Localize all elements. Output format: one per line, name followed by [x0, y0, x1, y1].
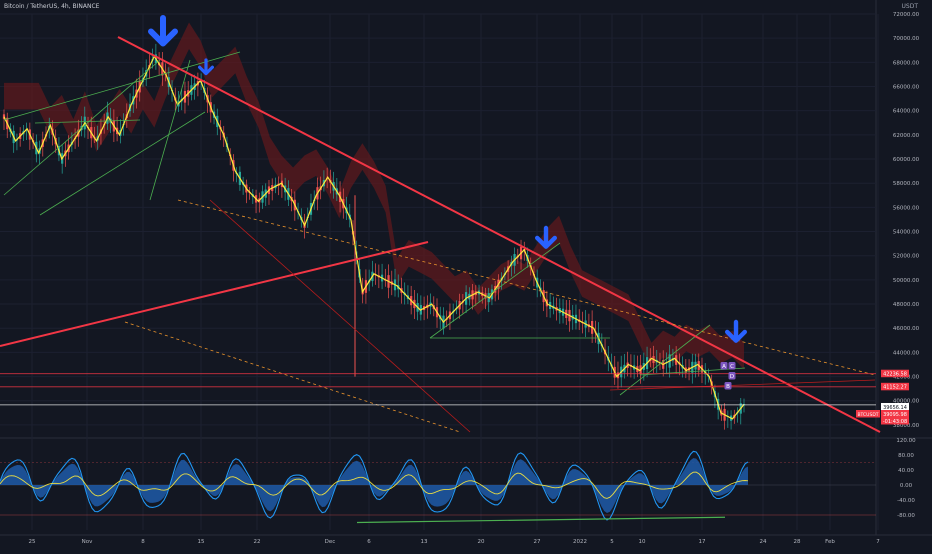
time-tick-label: 13 [421, 539, 428, 545]
osc-signal-line [0, 471, 749, 499]
symbol-tag [856, 410, 880, 418]
support-line [609, 379, 876, 391]
price-tick-label: 46000.00 [893, 326, 920, 332]
price-tick-label: 66000.00 [893, 85, 920, 91]
price-tick-label: 52000.00 [893, 254, 920, 260]
symbol-tag-label: BTCUSDT [857, 412, 878, 418]
oscillator [0, 450, 876, 524]
price-tick-label: 48000.00 [893, 302, 920, 308]
main-downtrend-line [117, 36, 881, 433]
time-tick-label: Dec [325, 539, 336, 545]
symbol-title: Bitcoin / TetherUS, 4h, BINANCE [4, 3, 100, 10]
price-tick-label: 68000.00 [893, 60, 920, 66]
time-tick-label: 28 [794, 539, 801, 545]
price-tick-label: 60000.00 [893, 157, 920, 163]
green-channels [3, 51, 746, 396]
price-tag [881, 403, 909, 411]
price-tag [881, 410, 909, 418]
channel-line [34, 119, 141, 124]
price-tick-label: 70000.00 [893, 36, 920, 42]
channel-line [429, 242, 561, 339]
time-tick-label: 15 [198, 539, 205, 545]
price-tag-label: 39656.14 [883, 405, 907, 411]
trend-lines [0, 36, 881, 433]
time-tick-label: 20 [478, 539, 485, 545]
pattern-badge-label: D [730, 374, 734, 380]
osc-axis: 120.00 80.00 40.00 0.00 -40.00 -80.00 [896, 438, 916, 519]
price-tag-label: 41152.27 [883, 385, 907, 391]
arrows [148, 15, 748, 343]
time-tick-label: Nov [82, 539, 93, 545]
down-arrow-icon [534, 225, 558, 249]
time-tick-label: 17 [699, 539, 706, 545]
price-tag-label: 39095.98 [883, 412, 907, 418]
pattern-annotations: A CDB [720, 362, 736, 390]
price-tag-label: -01:43:08 [883, 419, 907, 425]
time-tick-label: 5 [610, 539, 614, 545]
down-arrow-icon [724, 319, 748, 343]
price-tag [881, 382, 909, 391]
time-tick-label: 6 [367, 539, 371, 545]
divergence-line [356, 516, 726, 524]
time-tick-label: 22 [254, 539, 261, 545]
pattern-badge-label: C [730, 364, 734, 370]
down-arrow-icon [197, 58, 215, 76]
pattern-badge [728, 362, 736, 370]
price-tick-label: 40000.00 [893, 399, 920, 405]
osc-tick-label: 80.00 [898, 453, 914, 459]
rising-trend-line [0, 241, 429, 347]
dashed-channel-bottom [124, 321, 461, 433]
price-tick-label: 64000.00 [893, 109, 920, 115]
pattern-badge [720, 362, 728, 370]
time-tick-label: 24 [760, 539, 767, 545]
arrow-shape [197, 58, 215, 76]
price-tick-label: 58000.00 [893, 181, 920, 187]
time-tick-label: 7 [876, 539, 880, 545]
price-tick-label: 54000.00 [893, 230, 920, 236]
channel-line [39, 111, 206, 216]
currency-label: USDT [901, 3, 919, 10]
price-tick-label: 56000.00 [893, 205, 920, 211]
osc-wave-line [0, 450, 749, 521]
pattern-badge-label: A [722, 364, 726, 370]
price-tag-label: 42236.58 [883, 372, 907, 378]
price-tick-label: 62000.00 [893, 133, 920, 139]
time-tick-label: 27 [534, 539, 541, 545]
pattern-badge [728, 372, 736, 380]
price-tick-label: 50000.00 [893, 278, 920, 284]
time-tick-label: Feb [825, 539, 835, 545]
time-tick-label: 10 [639, 539, 646, 545]
time-axis: 25 Nov 8 15 22 Dec 6 13 20 27 2022 5 10 17 24 28 Feb 7 [29, 539, 881, 545]
osc-tick-label: 0.00 [900, 483, 913, 489]
time-tick-label: 25 [29, 539, 36, 545]
osc-tick-label: 40.00 [898, 468, 914, 474]
osc-tick-label: -80.00 [897, 513, 915, 519]
down-arrow-icon [148, 15, 178, 47]
price-tick-label: 72000.00 [893, 12, 920, 18]
price-tag [881, 369, 909, 378]
arrow-shape [148, 15, 178, 47]
price-tick-label: 42000.00 [893, 375, 920, 381]
arrow-shape [534, 225, 558, 249]
pattern-badge-label: B [726, 384, 730, 390]
price-tick-label: 44000.00 [893, 350, 920, 356]
channel-line [3, 51, 241, 121]
arrow-shape [724, 319, 748, 343]
time-tick-label: 8 [141, 539, 145, 545]
osc-tick-label: -40.00 [897, 498, 915, 504]
osc-tick-label: 120.00 [896, 438, 916, 444]
channel-line [149, 59, 191, 201]
price-tag [881, 417, 909, 425]
time-tick-label: 2022 [573, 539, 587, 545]
pattern-badge [724, 382, 732, 390]
price-line [3, 55, 745, 420]
inner-channel-line [209, 199, 471, 433]
price-axis: 38000.00 40000.00 42000.00 44000.00 46000.00… [893, 12, 920, 429]
ichimoku-cloud [4, 22, 744, 370]
price-tick-label: 38000.00 [893, 423, 920, 429]
